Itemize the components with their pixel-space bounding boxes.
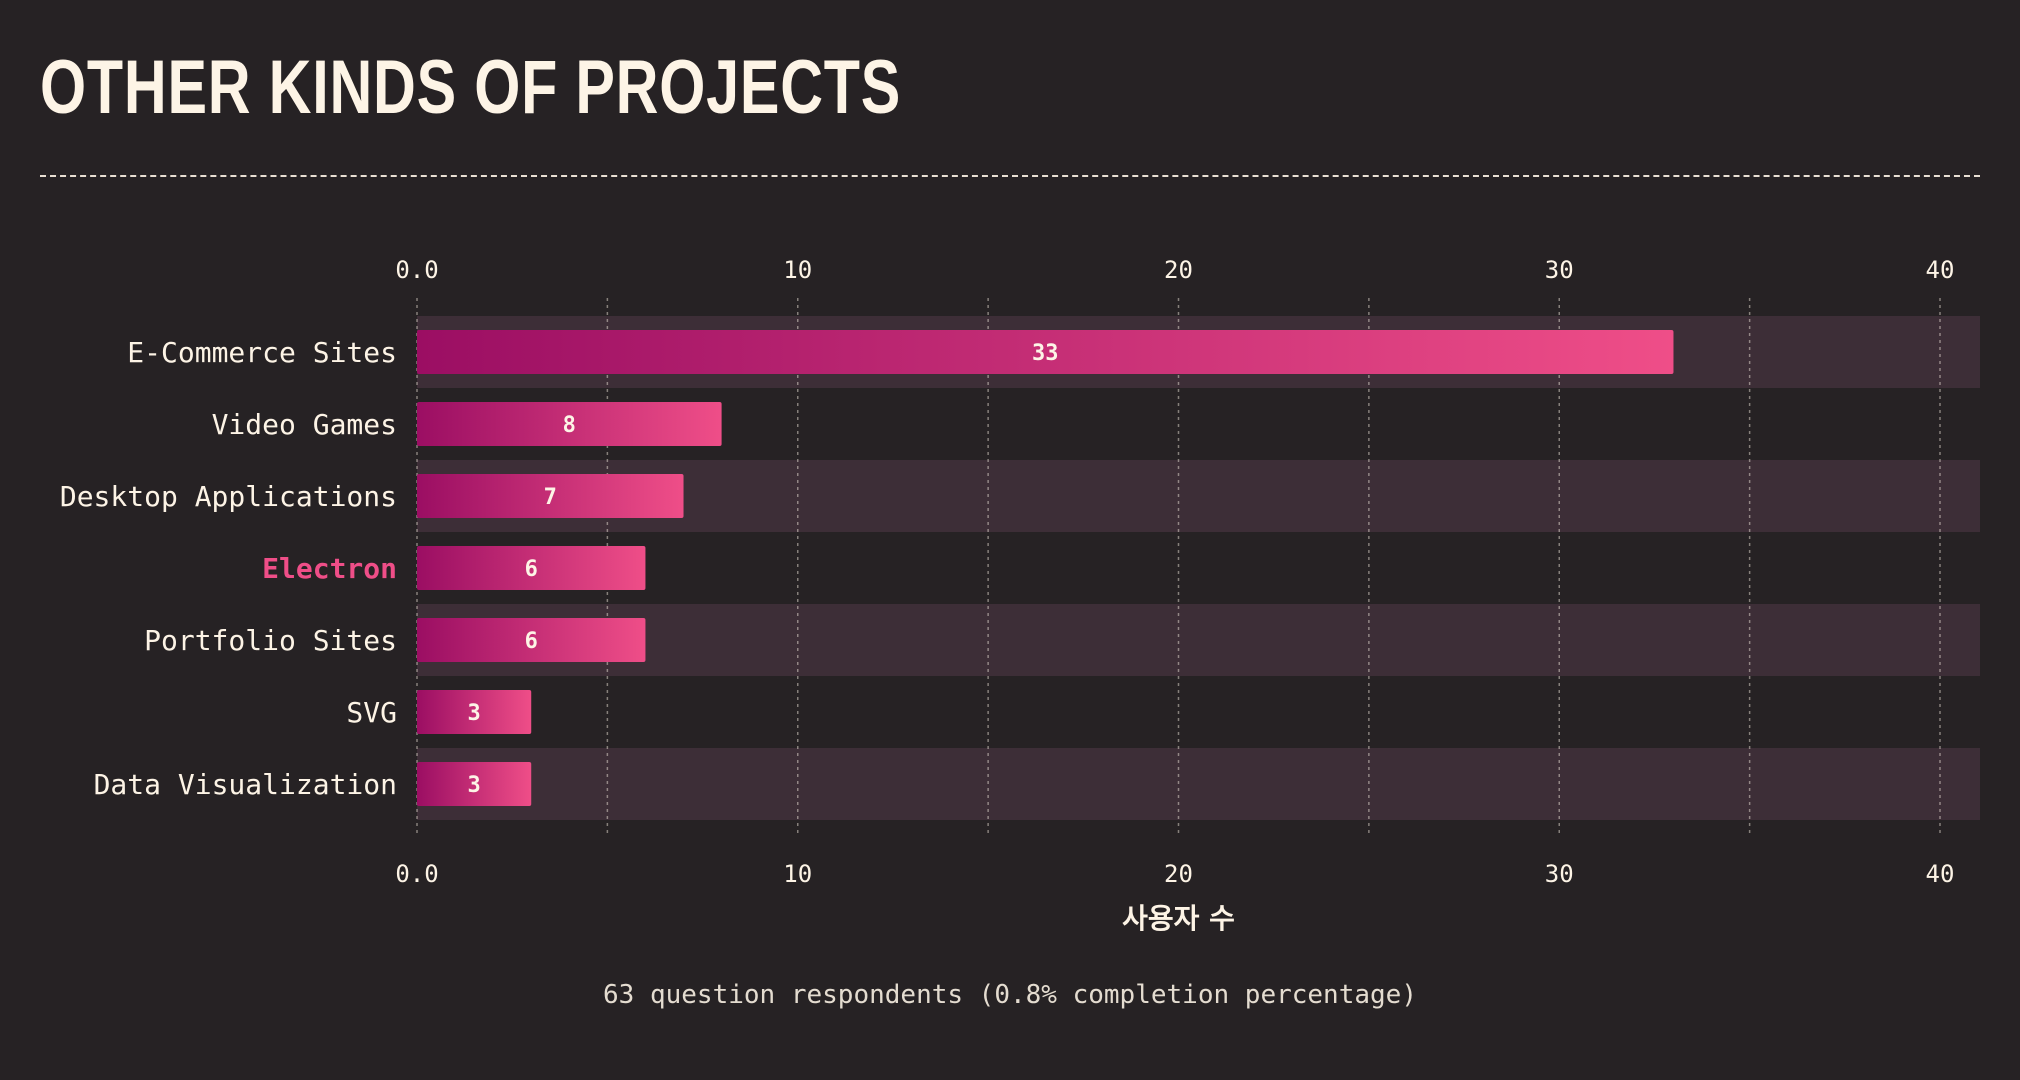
- x-tick-label-bottom: 30: [1545, 860, 1574, 888]
- bar: [417, 762, 532, 806]
- x-tick-label-top: 10: [783, 256, 812, 284]
- category-label: Video Games: [212, 408, 397, 441]
- bar: [417, 690, 532, 734]
- x-tick-label-bottom: 10: [783, 860, 812, 888]
- x-tick-label-bottom: 40: [1926, 860, 1955, 888]
- x-tick-label-bottom: 20: [1164, 860, 1193, 888]
- title-divider: [40, 175, 1980, 177]
- x-tick-label-bottom: 0.0: [395, 860, 438, 888]
- category-label: SVG: [346, 696, 397, 729]
- bar-value-label: 3: [467, 701, 480, 726]
- bar: [417, 618, 646, 662]
- row-band: [417, 748, 1980, 820]
- x-axis-title: 사용자 수: [1122, 902, 1235, 935]
- category-label: Portfolio Sites: [144, 624, 397, 657]
- bar: [417, 330, 1674, 374]
- x-tick-label-top: 20: [1164, 256, 1193, 284]
- bar: [417, 474, 684, 518]
- category-label: E-Commerce Sites: [127, 336, 397, 369]
- x-tick-label-top: 30: [1545, 256, 1574, 284]
- bar-value-label: 6: [525, 557, 538, 582]
- bar: [417, 546, 646, 590]
- row-band: [417, 604, 1980, 676]
- bar-value-label: 3: [467, 773, 480, 798]
- category-label: Data Visualization: [94, 768, 397, 801]
- category-label: Desktop Applications: [60, 480, 397, 513]
- x-tick-label-top: 40: [1926, 256, 1955, 284]
- category-label: Electron: [262, 552, 397, 585]
- page-title: Other Kinds of Projects: [40, 45, 902, 130]
- x-tick-label-top: 0.0: [395, 256, 438, 284]
- bar: [417, 402, 722, 446]
- bar-value-label: 8: [563, 413, 576, 438]
- bar-value-label: 7: [544, 485, 557, 510]
- respondents-note: 63 question respondents (0.8% completion…: [603, 980, 1417, 1010]
- bar-value-label: 33: [1032, 341, 1059, 366]
- bar-value-label: 6: [525, 629, 538, 654]
